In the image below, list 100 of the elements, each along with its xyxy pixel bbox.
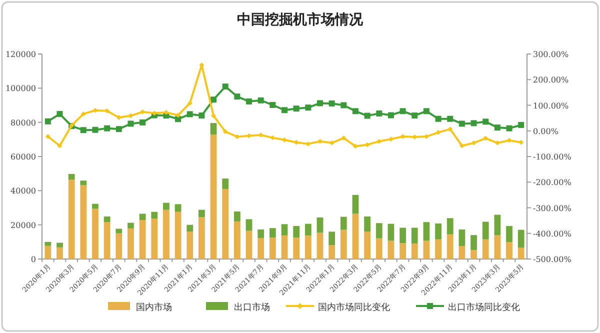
point: [447, 116, 454, 122]
point: [56, 110, 63, 117]
point: [176, 112, 181, 118]
point: [128, 120, 134, 127]
point: [423, 108, 430, 114]
bar: [44, 242, 52, 246]
bar: [174, 212, 182, 259]
bar: [340, 230, 347, 259]
point: [211, 113, 216, 118]
bar: [400, 243, 406, 259]
bar: [304, 224, 312, 236]
point: [270, 102, 276, 108]
bar: [222, 178, 229, 189]
bar: [116, 228, 122, 234]
point: [400, 134, 406, 140]
bar: [423, 222, 430, 241]
bar: [423, 240, 430, 259]
point: [412, 112, 418, 118]
point: [234, 94, 240, 100]
bar: [470, 250, 477, 259]
point: [483, 136, 488, 141]
bar: [281, 235, 288, 259]
bar: [92, 208, 98, 259]
bar: [68, 180, 75, 259]
point: [352, 144, 358, 149]
legend-label: 出口市场: [234, 302, 270, 313]
bar: [104, 222, 110, 259]
bar: [80, 185, 87, 259]
bar: [518, 248, 524, 259]
legend-label: 国内市场: [136, 302, 172, 313]
bar: [458, 246, 466, 259]
bar: [269, 228, 276, 238]
bar: [104, 216, 110, 222]
point: [316, 100, 323, 106]
point: [364, 112, 370, 119]
bar: [151, 212, 158, 219]
bar: [316, 217, 324, 233]
bar: [174, 204, 182, 212]
y2-tick-label: -500.00%: [533, 255, 572, 264]
bar: [116, 233, 122, 259]
bar: [258, 229, 264, 238]
bar: [163, 202, 170, 210]
point: [80, 127, 86, 134]
point: [175, 116, 182, 122]
point: [294, 140, 299, 145]
bar: [198, 217, 205, 259]
bar: [281, 224, 288, 236]
point: [518, 140, 524, 145]
bar: [92, 204, 98, 209]
bar: [80, 180, 87, 186]
point: [328, 100, 335, 106]
bar: [269, 237, 276, 259]
bar: [304, 235, 312, 259]
bar: [328, 244, 336, 259]
point: [187, 100, 192, 106]
point: [400, 108, 406, 114]
point: [306, 141, 311, 146]
bar: [494, 235, 501, 259]
bar: [388, 224, 394, 241]
bar: [198, 210, 205, 218]
point: [258, 97, 264, 104]
point: [116, 126, 122, 132]
point: [459, 143, 464, 148]
point: [282, 107, 288, 114]
bar: [128, 222, 134, 228]
point: [57, 143, 62, 148]
bar: [328, 232, 336, 245]
point: [352, 108, 358, 114]
bar: [246, 230, 252, 259]
point: [436, 130, 441, 135]
bar: [376, 238, 382, 259]
bar: [388, 240, 394, 259]
y2-tick-label: -100.00%: [533, 152, 572, 162]
bar: [128, 228, 134, 259]
point: [198, 112, 205, 118]
bar: [234, 221, 240, 259]
y2-tick-label: 100.00%: [533, 101, 569, 110]
bar: [446, 218, 454, 234]
bar: [340, 216, 347, 230]
bar: [352, 214, 359, 259]
y-tick-label: 60000: [10, 152, 36, 162]
y2-tick-label: -300.00%: [533, 204, 572, 213]
bar: [446, 234, 454, 259]
bar: [482, 222, 489, 240]
point: [80, 111, 86, 116]
y-tick-label: 20000: [10, 220, 36, 230]
bar: [506, 242, 512, 259]
point: [270, 135, 276, 140]
point: [186, 111, 193, 118]
y-tick-label: 0: [30, 255, 36, 264]
point: [92, 126, 98, 133]
bar: [293, 238, 300, 259]
y2-tick-label: 0.00%: [533, 126, 559, 136]
point: [210, 96, 217, 103]
y-tick-label: 80000: [10, 118, 36, 128]
point: [104, 108, 110, 114]
y-tick-label: 100000: [5, 84, 36, 94]
point: [44, 118, 51, 124]
point: [518, 122, 524, 128]
point: [388, 112, 394, 118]
